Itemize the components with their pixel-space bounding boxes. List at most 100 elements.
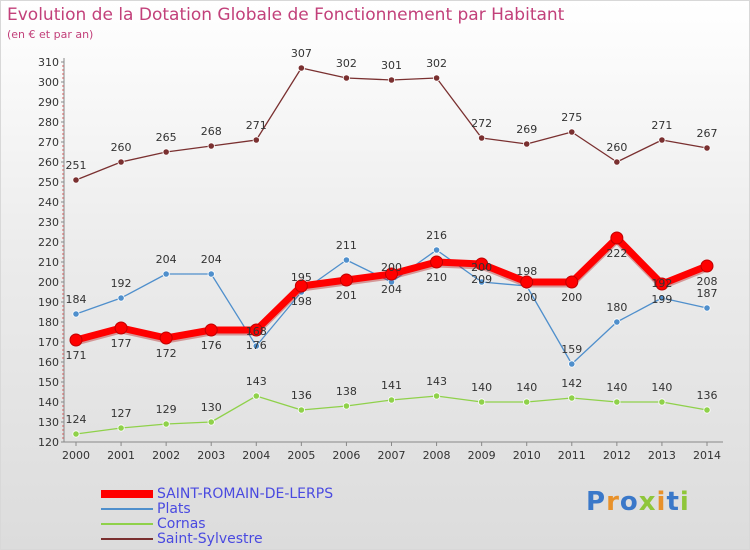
data-point (72, 310, 80, 318)
series-cornas (72, 392, 711, 438)
data-point (69, 333, 83, 347)
data-point (523, 398, 531, 406)
data-point (432, 74, 441, 82)
data-label: 204 (156, 253, 177, 266)
y-tick-label: 120 (38, 436, 59, 449)
x-tick-label: 2013 (648, 449, 676, 462)
data-point (432, 246, 441, 254)
data-label: 216 (426, 229, 447, 242)
data-point (159, 331, 173, 345)
y-tick-label: 280 (38, 116, 59, 129)
x-tick-label: 2007 (378, 449, 406, 462)
y-tick-label: 290 (38, 96, 59, 109)
proxiti-logo: Proxiti (586, 487, 690, 517)
data-point (520, 275, 534, 289)
data-point (162, 148, 170, 156)
data-label: 209 (471, 273, 492, 286)
y-tick-label: 220 (38, 236, 59, 249)
data-label: 269 (516, 123, 537, 136)
series-saint-sylvestre (72, 64, 711, 184)
legend-swatch (101, 508, 153, 510)
data-label: 180 (606, 301, 627, 314)
data-point (613, 398, 621, 406)
x-tick-label: 2006 (332, 449, 360, 462)
data-labels: 251 260 265 268 271 307 302 301 302 272 269 275 260 2… (66, 47, 718, 426)
data-label: 192 (111, 277, 132, 290)
data-point (613, 158, 621, 166)
data-label: 198 (291, 295, 312, 308)
data-label: 271 (651, 119, 672, 132)
data-label: 204 (381, 283, 402, 296)
data-point (162, 270, 170, 278)
data-label: 192 (651, 277, 672, 290)
data-label: 200 (561, 291, 582, 304)
data-label: 204 (201, 253, 222, 266)
data-label: 129 (156, 403, 177, 416)
data-point (432, 392, 441, 400)
y-tick-label: 170 (38, 336, 59, 349)
y-tick-label: 160 (38, 356, 59, 369)
legend-swatch (101, 523, 153, 525)
x-tick-label: 2002 (152, 449, 180, 462)
data-point (387, 396, 396, 404)
y-tick-label: 230 (38, 216, 59, 229)
data-point (117, 294, 125, 302)
x-tick-label: 2004 (242, 449, 270, 462)
axes: 120 130 140 150 160 170 180 190 200 210 220 230 240 2… (38, 56, 723, 462)
series-line (75, 67, 708, 181)
data-label: 302 (336, 57, 357, 70)
data-point (385, 267, 398, 281)
data-label: 136 (291, 389, 312, 402)
data-point (703, 144, 711, 152)
data-point (207, 270, 215, 278)
data-point (703, 406, 711, 414)
data-point (568, 360, 576, 368)
y-tick-label: 130 (38, 416, 59, 429)
data-label: 176 (246, 339, 267, 352)
data-point (114, 321, 128, 335)
data-point (294, 279, 308, 293)
data-label: 200 (516, 291, 537, 304)
y-tick-label: 270 (38, 136, 59, 149)
data-label: 140 (651, 381, 672, 394)
x-tick-label: 2003 (197, 449, 225, 462)
data-label: 140 (471, 381, 492, 394)
data-label: 124 (66, 413, 87, 426)
data-label: 198 (516, 265, 537, 278)
data-point (658, 136, 666, 144)
series-saint-romain-de-lerps (69, 231, 714, 347)
data-point (342, 402, 351, 410)
data-label: 184 (66, 293, 87, 306)
data-label: 140 (606, 381, 627, 394)
data-point (207, 142, 215, 150)
y-tick-label: 190 (38, 296, 59, 309)
data-point (478, 278, 486, 286)
data-point (297, 406, 305, 414)
data-point (117, 424, 125, 432)
data-point (700, 259, 714, 273)
data-label: 307 (291, 47, 312, 60)
data-label: 260 (606, 141, 627, 154)
data-label: 251 (66, 159, 87, 172)
y-tick-label: 300 (38, 76, 59, 89)
data-label: 171 (66, 349, 87, 362)
chart-subtitle: (en € et par an) (7, 28, 94, 41)
data-label: 141 (381, 379, 402, 392)
y-tick-label: 180 (38, 316, 59, 329)
legend-swatch (101, 538, 153, 540)
data-label: 268 (201, 125, 222, 138)
series-layer (69, 64, 714, 438)
data-point (162, 420, 170, 428)
data-label: 159 (561, 343, 582, 356)
data-point (430, 255, 444, 269)
y-tick-label: 150 (38, 376, 59, 389)
data-point (655, 277, 669, 291)
data-label: 130 (201, 401, 222, 414)
data-label: 271 (246, 119, 267, 132)
data-point (342, 256, 351, 264)
data-label: 265 (156, 131, 177, 144)
y-tick-label: 140 (38, 396, 59, 409)
data-point (252, 136, 260, 144)
data-label: 211 (336, 239, 357, 252)
data-point (72, 430, 80, 438)
